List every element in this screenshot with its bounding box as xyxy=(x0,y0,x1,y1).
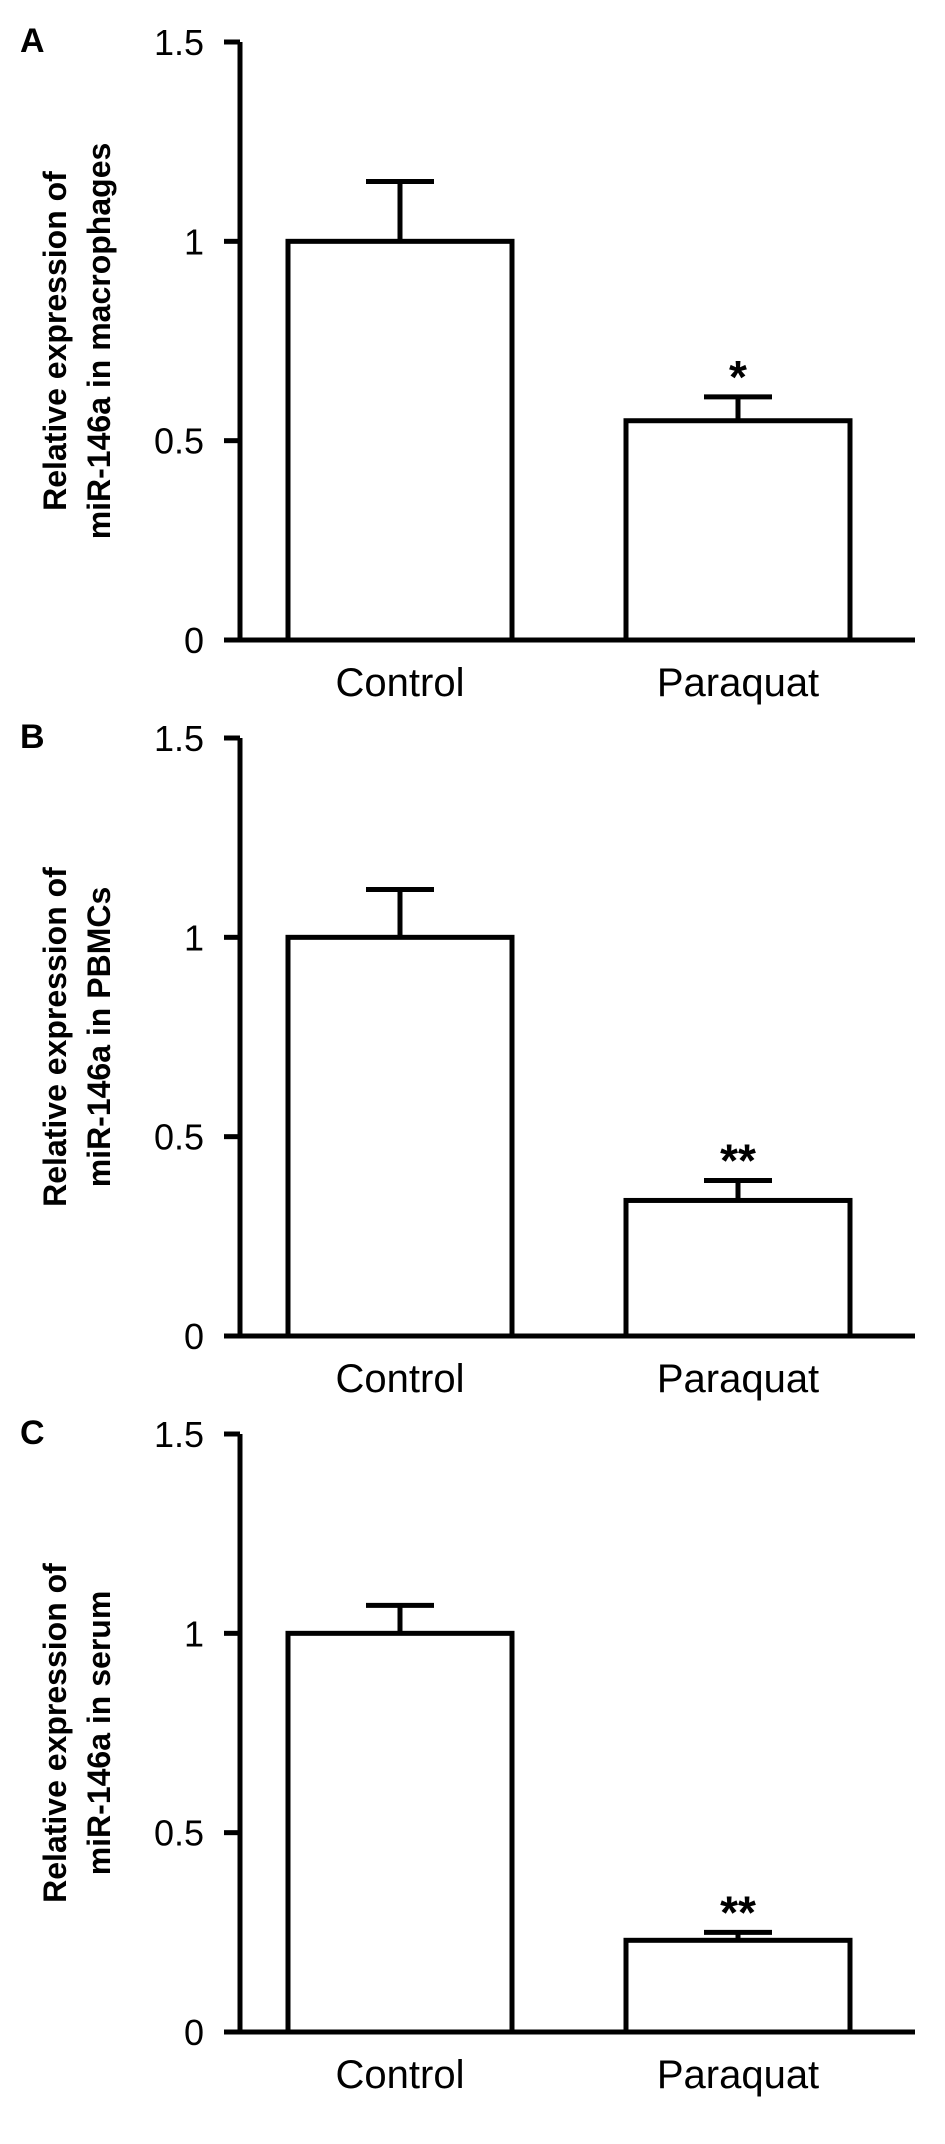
panel-letter: C xyxy=(20,1414,45,1452)
significance-marker: ** xyxy=(720,1886,756,1938)
category-label: Paraquat xyxy=(657,1357,819,1401)
y-axis-label-line: Relative expression of xyxy=(37,867,73,1207)
category-label: Control xyxy=(336,2053,465,2097)
y-tick-label: 0.5 xyxy=(154,1117,204,1158)
y-tick-label: 1.5 xyxy=(154,718,204,759)
bar-paraquat xyxy=(623,1937,853,2035)
y-tick-label: 0 xyxy=(184,2012,204,2053)
category-label: Paraquat xyxy=(657,661,819,705)
panel-letter: B xyxy=(20,718,45,756)
y-axis-label-line: Relative expression of xyxy=(37,1563,73,1903)
y-axis-label-line: miR-146a in serum xyxy=(81,1591,117,1876)
bar-paraquat xyxy=(623,1197,853,1339)
y-tick-label: 1.5 xyxy=(154,22,204,63)
y-axis-label-line: Relative expression of xyxy=(37,171,73,511)
y-axis-label-line: miR-146a in macrophages xyxy=(81,143,117,540)
bar-control xyxy=(285,238,515,643)
category-label: Control xyxy=(336,661,465,705)
y-tick-label: 1 xyxy=(184,917,204,958)
y-tick-label: 0.5 xyxy=(154,1813,204,1854)
y-tick-label: 0 xyxy=(184,1316,204,1357)
y-tick-label: 0.5 xyxy=(154,421,204,462)
significance-marker: * xyxy=(729,351,747,403)
y-tick-label: 1.5 xyxy=(154,1414,204,1455)
y-axis-label-line: miR-146a in PBMCs xyxy=(81,887,117,1188)
bar-control xyxy=(285,934,515,1339)
category-label: Control xyxy=(336,1357,465,1401)
bar-control xyxy=(285,1630,515,2035)
bar-paraquat xyxy=(623,418,853,643)
category-label: Paraquat xyxy=(657,2053,819,2097)
y-tick-label: 0 xyxy=(184,620,204,661)
panel-letter: A xyxy=(20,22,45,60)
y-tick-label: 1 xyxy=(184,221,204,262)
significance-marker: ** xyxy=(720,1135,756,1187)
y-tick-label: 1 xyxy=(184,1613,204,1654)
